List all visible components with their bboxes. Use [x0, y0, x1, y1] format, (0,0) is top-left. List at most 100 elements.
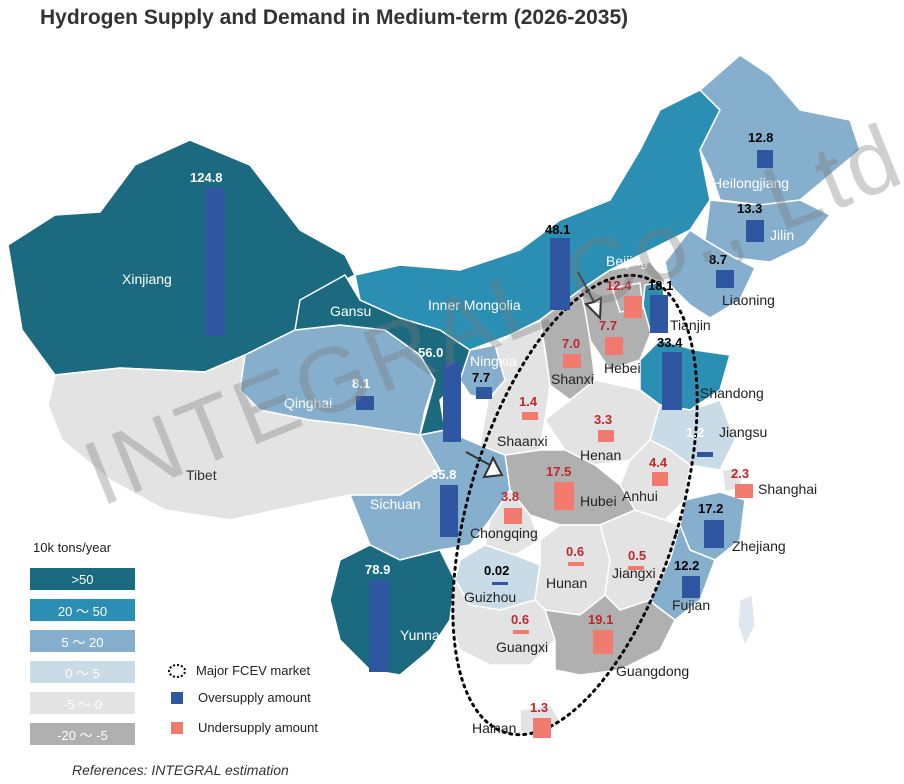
- value-jiangsu: 1.2: [686, 425, 704, 440]
- label-hainan: Hainan: [472, 720, 516, 736]
- references-note: References: INTEGRAL estimation: [72, 762, 289, 778]
- legend-undersupply-label: Undersupply amount: [198, 720, 318, 735]
- label-fujian: Fujian: [672, 597, 710, 613]
- value-jilin: 13.3: [737, 201, 762, 216]
- bar-guangdong: [593, 630, 613, 654]
- value-qinghai: 8.1: [352, 376, 370, 391]
- value-heilongjiang: 12.8: [748, 130, 773, 145]
- value-guangdong: 19.1: [588, 612, 613, 627]
- bar-fujian: [682, 576, 700, 598]
- value-shanghai: 2.3: [731, 466, 749, 481]
- label-tianjin: Tianjin: [670, 317, 711, 333]
- value-jiangxi: 0.5: [628, 548, 646, 563]
- value-ningxia-main: 56.0: [418, 345, 443, 360]
- arrow-icon: [577, 271, 603, 321]
- legend-fcev: Major FCEV market: [168, 663, 310, 678]
- label-shandong: Shandong: [700, 385, 764, 401]
- fcev-market-ellipse: [451, 273, 699, 737]
- bar-liaoning: [716, 270, 734, 288]
- label-chongqing: Chongqing: [470, 525, 538, 541]
- legend-range-20-50: 20 ～ 50: [30, 599, 135, 621]
- legend-oversupply: Oversupply amount: [168, 690, 311, 705]
- label-henan: Henan: [580, 447, 621, 463]
- bar-shanxi: [563, 354, 581, 368]
- bar-shanghai: [735, 484, 753, 498]
- bar-shaanxi: [522, 412, 538, 420]
- bar-hainan: [533, 718, 551, 738]
- value-guizhou: 0.02: [484, 563, 509, 578]
- region-liaoning: [664, 228, 756, 319]
- label-tibet: Tibet: [186, 467, 217, 483]
- bar-yunnan: [369, 580, 389, 672]
- label-guangxi: Guangxi: [496, 639, 548, 655]
- bar-jiangsu: [697, 452, 713, 457]
- value-beijing: 12.4: [606, 278, 632, 293]
- undersupply-bars: [504, 296, 753, 738]
- label-jilin: Jilin: [770, 227, 794, 243]
- bar-beijing: [624, 296, 642, 318]
- value-anhui: 4.4: [649, 455, 668, 470]
- legend-fcev-label: Major FCEV market: [196, 663, 311, 678]
- legend-range-5-20: 5 ～ 20: [30, 630, 135, 652]
- label-heilongjiang: Heilongjiang: [712, 175, 789, 191]
- bar-jiangxi: [628, 566, 644, 570]
- region-taiwan: [737, 594, 756, 647]
- bar-sichuan: [440, 485, 458, 537]
- legend-range-neg5-0: -5 ～ 0: [30, 692, 135, 714]
- bar-jilin: [746, 220, 764, 242]
- value-shaanxi: 1.4: [519, 394, 538, 409]
- bar-zhejiang: [704, 520, 724, 548]
- bar-guangxi: [513, 630, 529, 634]
- value-zhejiang: 17.2: [698, 501, 723, 516]
- legend-range-neg20-neg5: -20 ～ -5: [30, 723, 135, 745]
- value-guangxi: 0.6: [511, 612, 529, 627]
- label-yunnan: Yunnan: [400, 627, 448, 643]
- value-shandong: 33.4: [657, 335, 683, 350]
- label-jiangxi: Jiangxi: [612, 565, 656, 581]
- bar-guizhou: [492, 582, 508, 585]
- oversupply-bars: [205, 150, 773, 672]
- value-shanxi: 7.0: [562, 336, 580, 351]
- label-hebei: Hebei: [604, 360, 641, 376]
- value-chongqing: 3.8: [501, 489, 519, 504]
- value-sichuan: 35.8: [431, 467, 456, 482]
- label-beijing: Beijing: [606, 253, 648, 269]
- label-jiangsu: Jiangsu: [719, 424, 767, 440]
- bar-heilongjiang: [757, 150, 773, 168]
- legend-undersupply: Undersupply amount: [168, 720, 318, 735]
- value-liaoning: 8.7: [709, 252, 727, 267]
- label-xinjiang: Xinjiang: [122, 271, 172, 287]
- value-inner-mongolia: 48.1: [545, 222, 570, 237]
- label-ningxia: Ningxia: [470, 353, 517, 369]
- label-guizhou: Guizhou: [464, 589, 516, 605]
- label-guangdong: Guangdong: [616, 663, 689, 679]
- bar-ningxia-small: [476, 387, 492, 399]
- label-anhui: Anhui: [622, 488, 658, 504]
- value-hunan: 0.6: [566, 544, 584, 559]
- value-ningxia-small: 7.7: [472, 370, 490, 385]
- bar-hunan: [568, 562, 584, 566]
- bar-tianjin: [650, 295, 668, 333]
- legend-range-0-5: 0 ～ 5: [30, 661, 135, 683]
- arrow-icon: [465, 451, 504, 479]
- blue-square-icon: [171, 691, 183, 704]
- region-heilongjiang: [698, 54, 861, 206]
- label-liaoning: Liaoning: [722, 292, 775, 308]
- label-hunan: Hunan: [546, 575, 587, 591]
- bar-ningxia-main: [443, 362, 461, 442]
- value-fujian: 12.2: [674, 558, 699, 573]
- bar-henan: [598, 430, 614, 442]
- label-zhejiang: Zhejiang: [732, 538, 786, 554]
- value-xinjiang: 124.8: [190, 170, 223, 185]
- dotted-circle-icon: [168, 663, 186, 678]
- legend-range-gt50: >50: [30, 568, 135, 590]
- bar-xinjiang: [205, 188, 225, 336]
- value-hubei: 17.5: [546, 464, 571, 479]
- label-qinghai: Qinghai: [284, 395, 332, 411]
- label-gansu: Gansu: [330, 303, 371, 319]
- chart-title: Hydrogen Supply and Demand in Medium-ter…: [40, 6, 629, 29]
- bar-chongqing: [504, 508, 522, 524]
- label-inner-mongolia: Inner Mongolia: [428, 297, 521, 313]
- value-hebei: 7.7: [599, 318, 617, 333]
